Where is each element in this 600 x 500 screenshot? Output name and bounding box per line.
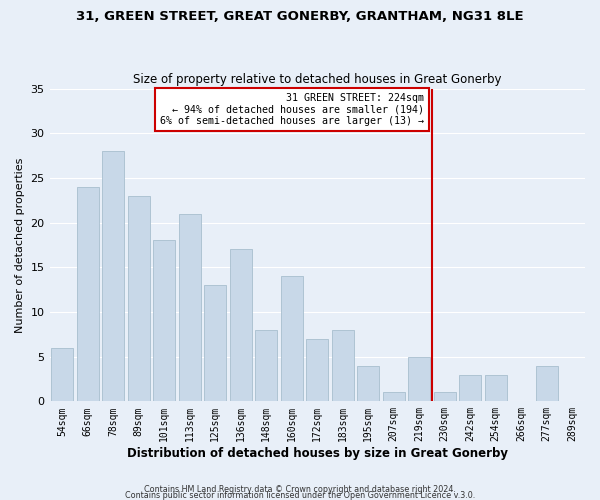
X-axis label: Distribution of detached houses by size in Great Gonerby: Distribution of detached houses by size …	[127, 447, 508, 460]
Text: Contains HM Land Registry data © Crown copyright and database right 2024.: Contains HM Land Registry data © Crown c…	[144, 484, 456, 494]
Bar	[358, 366, 379, 402]
Bar	[409, 356, 430, 402]
Text: 31 GREEN STREET: 224sqm
← 94% of detached houses are smaller (194)
6% of semi-de: 31 GREEN STREET: 224sqm ← 94% of detache…	[160, 93, 424, 126]
Bar	[485, 374, 506, 402]
Bar	[154, 240, 175, 402]
Bar	[179, 214, 200, 402]
Bar	[434, 392, 455, 402]
Bar	[230, 250, 251, 402]
Bar	[103, 151, 124, 402]
Bar	[307, 339, 328, 402]
Text: Contains public sector information licensed under the Open Government Licence v.: Contains public sector information licen…	[125, 490, 475, 500]
Bar	[205, 285, 226, 402]
Text: 31, GREEN STREET, GREAT GONERBY, GRANTHAM, NG31 8LE: 31, GREEN STREET, GREAT GONERBY, GRANTHA…	[76, 10, 524, 23]
Bar	[77, 187, 98, 402]
Title: Size of property relative to detached houses in Great Gonerby: Size of property relative to detached ho…	[133, 73, 502, 86]
Bar	[281, 276, 302, 402]
Bar	[128, 196, 149, 402]
Bar	[383, 392, 404, 402]
Bar	[256, 330, 277, 402]
Y-axis label: Number of detached properties: Number of detached properties	[15, 158, 25, 332]
Bar	[332, 330, 353, 402]
Bar	[460, 374, 481, 402]
Bar	[536, 366, 557, 402]
Bar	[52, 348, 73, 402]
